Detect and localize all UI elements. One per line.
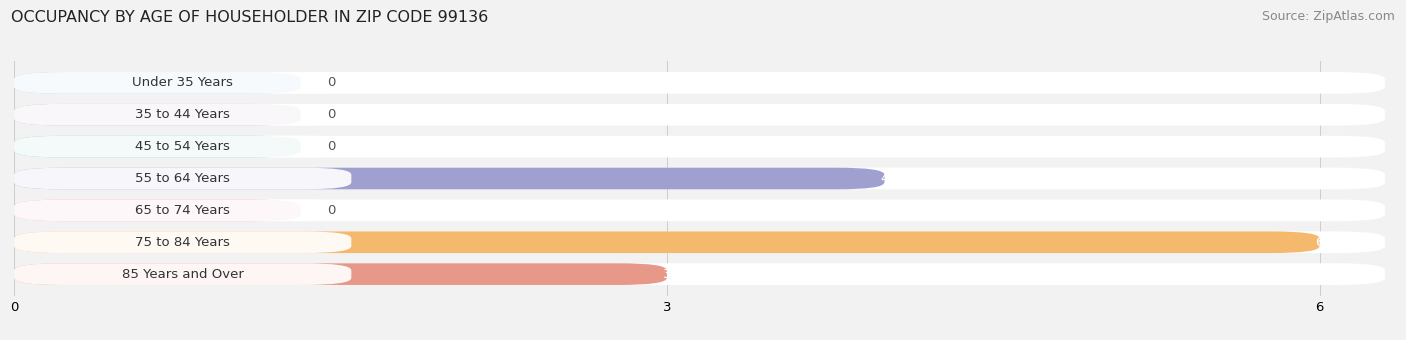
FancyBboxPatch shape (14, 232, 1385, 253)
FancyBboxPatch shape (14, 168, 884, 189)
Text: 55 to 64 Years: 55 to 64 Years (135, 172, 231, 185)
FancyBboxPatch shape (14, 104, 301, 125)
FancyBboxPatch shape (14, 136, 301, 157)
Text: Under 35 Years: Under 35 Years (132, 76, 233, 89)
FancyBboxPatch shape (14, 104, 1385, 125)
Text: 0: 0 (326, 108, 335, 121)
FancyBboxPatch shape (14, 72, 301, 94)
Text: 0: 0 (326, 76, 335, 89)
FancyBboxPatch shape (14, 136, 1385, 157)
FancyBboxPatch shape (14, 168, 1385, 189)
FancyBboxPatch shape (14, 263, 352, 285)
Text: OCCUPANCY BY AGE OF HOUSEHOLDER IN ZIP CODE 99136: OCCUPANCY BY AGE OF HOUSEHOLDER IN ZIP C… (11, 10, 488, 25)
FancyBboxPatch shape (14, 232, 352, 253)
Text: 3: 3 (662, 268, 671, 280)
Text: Source: ZipAtlas.com: Source: ZipAtlas.com (1261, 10, 1395, 23)
Text: 0: 0 (326, 204, 335, 217)
Text: 85 Years and Over: 85 Years and Over (122, 268, 243, 280)
Text: 45 to 54 Years: 45 to 54 Years (135, 140, 231, 153)
FancyBboxPatch shape (14, 72, 1385, 94)
FancyBboxPatch shape (14, 72, 352, 94)
FancyBboxPatch shape (14, 263, 1385, 285)
FancyBboxPatch shape (14, 104, 352, 125)
FancyBboxPatch shape (14, 232, 1320, 253)
FancyBboxPatch shape (14, 200, 301, 221)
FancyBboxPatch shape (14, 168, 352, 189)
Text: 75 to 84 Years: 75 to 84 Years (135, 236, 231, 249)
Text: 65 to 74 Years: 65 to 74 Years (135, 204, 231, 217)
FancyBboxPatch shape (14, 136, 352, 157)
Text: 4: 4 (880, 172, 889, 185)
FancyBboxPatch shape (14, 263, 666, 285)
Text: 0: 0 (326, 140, 335, 153)
FancyBboxPatch shape (14, 200, 352, 221)
FancyBboxPatch shape (14, 200, 1385, 221)
Text: 6: 6 (1316, 236, 1324, 249)
Text: 35 to 44 Years: 35 to 44 Years (135, 108, 231, 121)
